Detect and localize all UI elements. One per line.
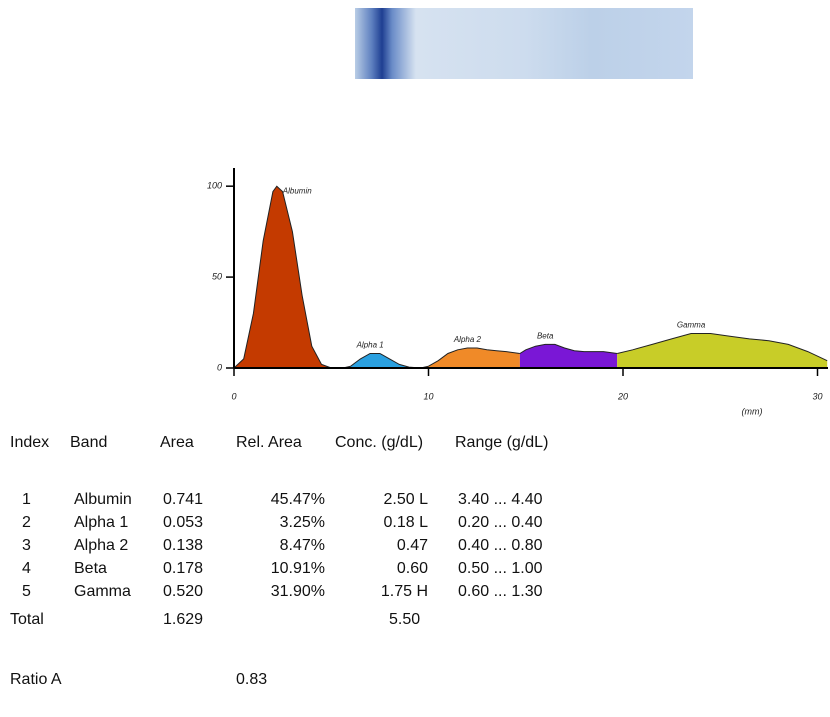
x-tick-label: 20: [617, 391, 628, 401]
curve: [519, 343, 618, 354]
fraction-fill: [617, 333, 828, 368]
peak-label: Albumin: [282, 186, 312, 195]
peak-label: Beta: [537, 331, 554, 340]
peak-label: Alpha 2: [453, 335, 482, 344]
cell: 4: [22, 560, 31, 577]
cell: 2.50 L: [384, 491, 429, 508]
cell: 31.90%: [271, 583, 325, 600]
cell: 0.053: [163, 514, 203, 531]
cell: 3.25%: [280, 514, 325, 531]
cell: 10.91%: [271, 560, 325, 577]
cell: 0.520: [163, 583, 203, 600]
column-header: Rel. Area: [236, 434, 302, 451]
gel-strip: [355, 8, 693, 79]
curve: [617, 333, 828, 362]
cell: 0.741: [163, 491, 203, 508]
cell: Beta: [74, 560, 107, 577]
cell: 3.40 ... 4.40: [458, 491, 543, 508]
curve: [420, 347, 520, 369]
cell: 0.18 L: [384, 514, 429, 531]
x-tick-label: 10: [423, 391, 433, 401]
cell: Albumin: [74, 491, 132, 508]
x-axis-label: (mm): [742, 406, 763, 416]
cell: 1: [22, 491, 31, 508]
ratio-value: 0.83: [236, 671, 267, 688]
x-tick-label: 0: [231, 391, 236, 401]
cell: 0.60 ... 1.30: [458, 583, 543, 600]
fraction-fill: [342, 353, 421, 368]
table: Index Band Area Rel. Area Conc. (g/dL) Range …: [10, 434, 548, 688]
y-tick-label: 0: [217, 362, 222, 372]
cell: 0.20 ... 0.40: [458, 514, 543, 531]
cell: 3: [22, 537, 31, 554]
column-header: Area: [160, 434, 194, 451]
cell: Gamma: [74, 583, 131, 600]
peak-label: Gamma: [677, 321, 706, 330]
total-area: 1.629: [163, 611, 203, 628]
total-label: Total: [10, 611, 44, 628]
column-header: Index: [10, 434, 49, 451]
y-tick-label: 100: [207, 181, 222, 191]
column-header: Band: [70, 434, 107, 451]
peak-label: Alpha 1: [356, 341, 384, 350]
y-tick-label: 50: [212, 271, 222, 281]
cell: 45.47%: [271, 491, 325, 508]
curve: [233, 185, 332, 369]
cell: 5: [22, 583, 31, 600]
column-header: Conc. (g/dL): [335, 434, 423, 451]
plot: Albumin Alpha 1 Alpha 2 Beta Gamma 0 50 100 0 10 2…: [207, 168, 828, 416]
total-conc: 5.50: [389, 611, 420, 628]
curve: [342, 353, 421, 369]
cell: 0.50 ... 1.00: [458, 560, 543, 577]
cell: Alpha 2: [74, 537, 128, 554]
cell: Alpha 1: [74, 514, 128, 531]
cell: 0.178: [163, 560, 203, 577]
x-tick-label: 30: [812, 391, 822, 401]
fraction-fill: [234, 186, 332, 368]
cell: 8.47%: [280, 537, 325, 554]
column-header: Range (g/dL): [455, 434, 548, 451]
cell: 0.138: [163, 537, 203, 554]
ratio-label: Ratio A: [10, 671, 62, 688]
cell: 1.75 H: [381, 583, 428, 600]
cell: 0.60: [397, 560, 428, 577]
fraction-fill: [519, 344, 618, 368]
fraction-fill: [420, 348, 520, 368]
cell: 0.40 ... 0.80: [458, 537, 543, 554]
cell: 2: [22, 514, 31, 531]
cell: 0.47: [397, 537, 428, 554]
